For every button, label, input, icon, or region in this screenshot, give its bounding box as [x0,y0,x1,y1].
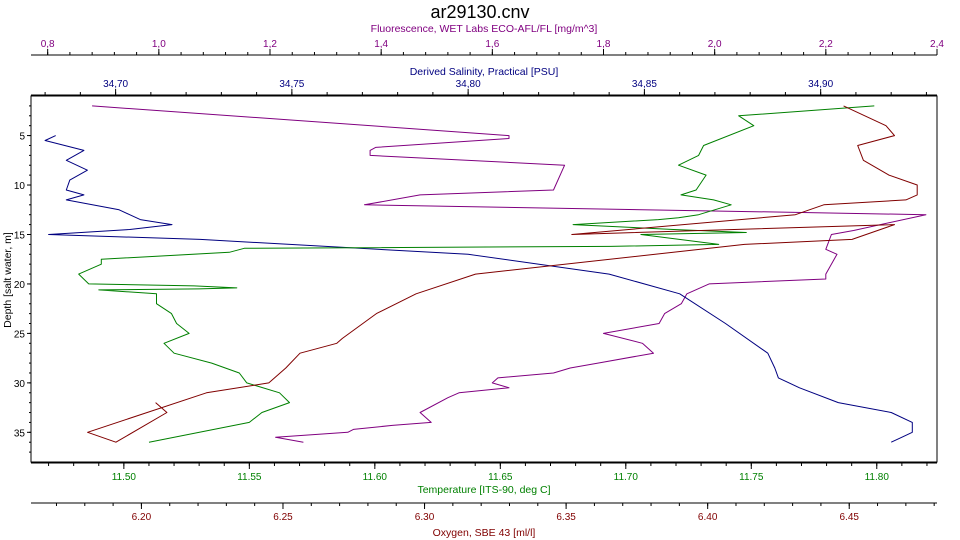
y-tick-label: 5 [19,132,25,143]
oxygen-tick-label: 6.30 [415,512,435,523]
y-tick-label: 35 [14,428,26,439]
series-lines [44,105,927,443]
salinity-axis: 34,70 34,75 34,80 34,85 34,90 Derived Salinit… [31,66,937,96]
y-tick-label: 15 [14,230,26,241]
salinity-tick-label: 34,90 [808,79,833,90]
temperature-tick-label: 11.65 [488,472,513,483]
oxygen-tick-label: 6.40 [698,512,718,523]
temperature-tick-label: 11.70 [614,472,639,483]
fluorescence-tick-label: 1,4 [374,39,388,50]
temperature-tick-label: 11.80 [865,472,890,483]
fluorescence-tick-label: 1,8 [597,39,611,50]
oxygen-tick-label: 6.45 [839,512,859,523]
y-tick-label: 10 [14,181,26,192]
plot-frame [30,95,938,463]
oxygen-tick-label: 6.20 [132,512,152,523]
salinity-tick-label: 34,75 [279,79,304,90]
temperature-tick-label: 11.75 [739,472,764,483]
salinity-tick-label: 34,85 [632,79,657,90]
axes: 5 10 15 20 25 30 35 0,8 1,0 1,2 1,4 1,6 1,8 2,0 2,2 2,4… [14,23,945,539]
salinity-tick-label: 34,80 [456,79,481,90]
temperature-tick-label: 11.55 [237,472,262,483]
salinity-axis-label: Derived Salinity, Practical [PSU] [410,66,559,78]
salinity-series-line [44,135,913,443]
temperature-tick-label: 11.60 [363,472,388,483]
oxygen-axis: 6.20 6.25 6.30 6.35 6.40 6.45 Oxygen, SBE 43 [… [31,502,937,539]
temperature-series-line [78,105,875,443]
oxygen-series-line [87,105,918,443]
fluorescence-series-line [92,105,927,443]
oxygen-tick-label: 6.25 [273,512,293,523]
oxygen-tick-label: 6.35 [556,512,576,523]
y-tick-label: 30 [14,379,26,390]
temperature-axis: 11.50 11.55 11.60 11.65 11.70 11.75 11.80 Tempe… [31,462,937,496]
temperature-tick-label: 11.50 [112,472,137,483]
y-tick-label: 20 [14,280,26,291]
fluorescence-tick-label: 2,2 [819,39,833,50]
fluorescence-tick-label: 1,6 [485,39,499,50]
fluorescence-tick-label: 1,0 [152,39,166,50]
fluorescence-tick-label: 2,0 [708,39,722,50]
salinity-tick-label: 34,70 [103,79,128,90]
fluorescence-tick-label: 0,8 [41,39,55,50]
fluorescence-axis-label: Fluorescence, WET Labs ECO-AFL/FL [mg/m^… [371,23,598,35]
oxygen-axis-label: Oxygen, SBE 43 [ml/l] [433,527,536,539]
chart-title: ar29130.cnv [430,2,529,22]
fluorescence-tick-label: 2,4 [930,39,944,50]
y-axis-label: Depth [salt water, m] [2,232,14,328]
temperature-axis-label: Temperature [ITS-90, deg C] [417,484,550,496]
y-tick-label: 25 [14,329,26,340]
fluorescence-tick-label: 1,2 [263,39,277,50]
fluorescence-axis: 0,8 1,0 1,2 1,4 1,6 1,8 2,0 2,2 2,4 Fluorescence,… [31,23,944,56]
plot-area-border [30,95,938,463]
